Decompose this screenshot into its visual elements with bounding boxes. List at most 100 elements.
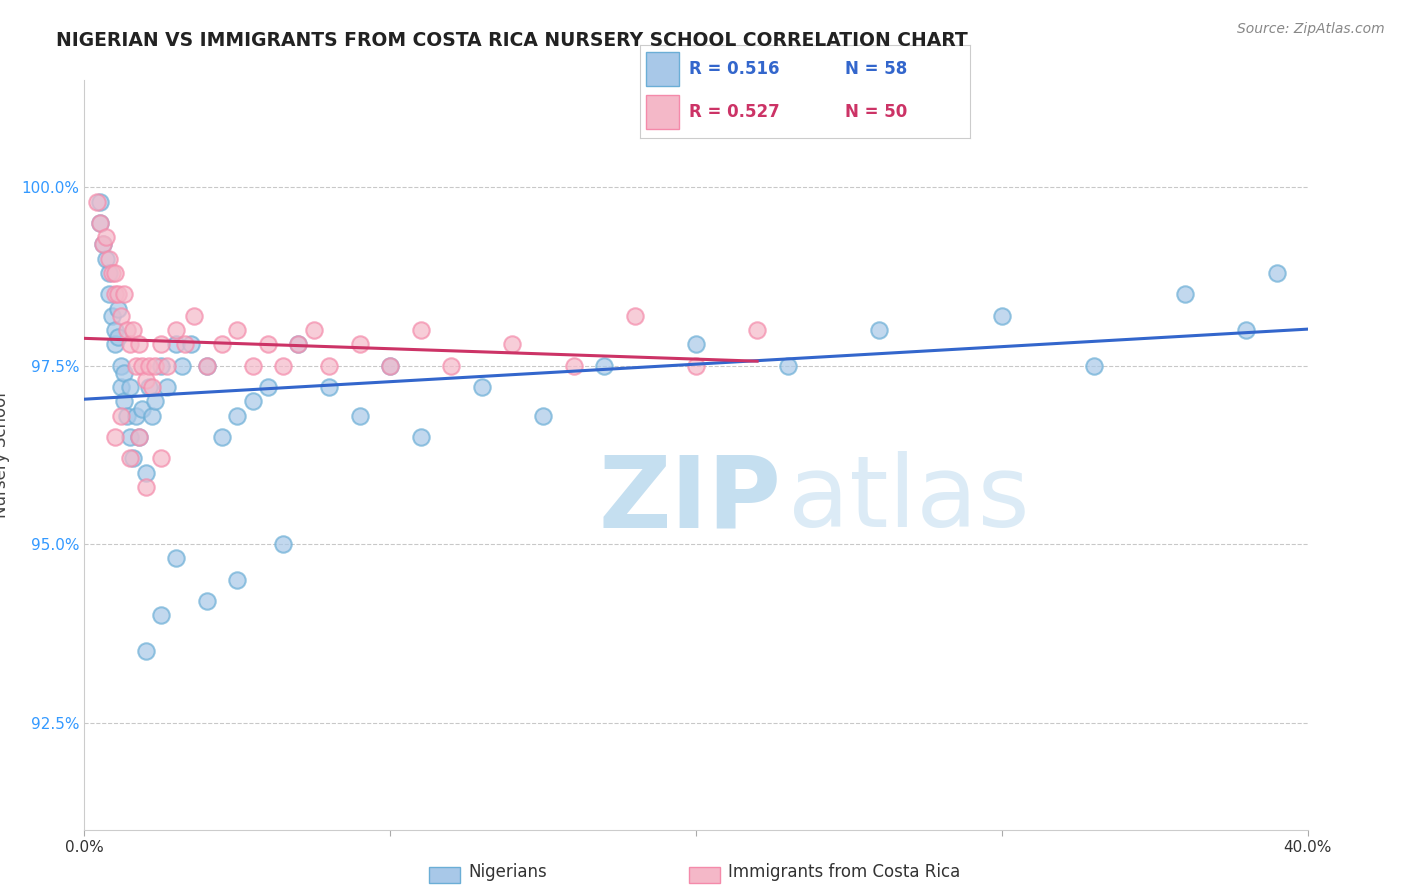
Point	[86, 194, 108, 209]
Point	[101, 309, 124, 323]
Point	[143, 359, 166, 373]
Point	[115, 409, 138, 423]
Point	[409, 323, 432, 337]
Point	[128, 430, 150, 444]
Point	[115, 323, 138, 337]
Text: atlas: atlas	[787, 451, 1029, 549]
Point	[104, 337, 127, 351]
Point	[287, 337, 309, 351]
Text: R = 0.527: R = 0.527	[689, 103, 780, 121]
Point	[747, 323, 769, 337]
Point	[135, 466, 157, 480]
Point	[562, 359, 585, 373]
Point	[174, 337, 197, 351]
Point	[502, 337, 524, 351]
Point	[211, 337, 233, 351]
Point	[991, 309, 1014, 323]
Point	[318, 380, 340, 394]
Point	[107, 330, 129, 344]
Point	[195, 594, 218, 608]
Point	[180, 337, 202, 351]
Point	[165, 323, 187, 337]
Text: N = 58: N = 58	[845, 60, 907, 78]
Point	[156, 359, 179, 373]
Point	[149, 451, 172, 466]
Point	[135, 373, 157, 387]
Point	[122, 451, 145, 466]
Point	[195, 359, 218, 373]
Point	[172, 359, 194, 373]
Point	[138, 359, 160, 373]
Point	[149, 337, 172, 351]
Point	[104, 287, 127, 301]
Point	[112, 366, 135, 380]
Point	[120, 337, 142, 351]
Point	[97, 287, 120, 301]
Point	[531, 409, 554, 423]
Point	[409, 430, 432, 444]
Point	[149, 359, 172, 373]
Point	[593, 359, 616, 373]
Point	[349, 409, 371, 423]
Point	[122, 323, 145, 337]
Point	[131, 401, 153, 416]
Point	[89, 216, 111, 230]
Point	[318, 359, 340, 373]
Point	[143, 394, 166, 409]
Point	[89, 194, 111, 209]
Point	[112, 394, 135, 409]
Point	[104, 430, 127, 444]
Point	[226, 323, 249, 337]
Point	[380, 359, 402, 373]
Point	[125, 359, 148, 373]
Point	[138, 380, 160, 394]
Point	[1083, 359, 1105, 373]
Point	[135, 480, 157, 494]
Point	[101, 266, 124, 280]
Point	[165, 551, 187, 566]
Point	[226, 409, 249, 423]
Point	[120, 430, 142, 444]
Point	[257, 380, 280, 394]
Point	[107, 287, 129, 301]
Point	[135, 644, 157, 658]
Point	[112, 287, 135, 301]
Point	[380, 359, 402, 373]
Point	[104, 266, 127, 280]
Point	[271, 359, 294, 373]
Point	[141, 380, 163, 394]
Point	[110, 309, 132, 323]
Point	[195, 359, 218, 373]
Y-axis label: Nursery School: Nursery School	[0, 392, 10, 518]
Point	[226, 573, 249, 587]
Point	[128, 430, 150, 444]
Point	[211, 430, 233, 444]
Point	[869, 323, 891, 337]
Point	[271, 537, 294, 551]
Point	[131, 359, 153, 373]
Point	[242, 394, 264, 409]
Point	[89, 216, 111, 230]
Point	[242, 359, 264, 373]
Text: Nigerians: Nigerians	[468, 863, 547, 881]
Text: ZIP: ZIP	[598, 451, 780, 549]
Text: Immigrants from Costa Rica: Immigrants from Costa Rica	[728, 863, 960, 881]
Point	[624, 309, 647, 323]
Point	[257, 337, 280, 351]
Point	[94, 230, 117, 244]
Point	[471, 380, 494, 394]
Point	[104, 323, 127, 337]
Point	[125, 409, 148, 423]
Text: N = 50: N = 50	[845, 103, 907, 121]
Point	[97, 252, 120, 266]
Point	[1236, 323, 1258, 337]
Text: NIGERIAN VS IMMIGRANTS FROM COSTA RICA NURSERY SCHOOL CORRELATION CHART: NIGERIAN VS IMMIGRANTS FROM COSTA RICA N…	[56, 31, 967, 50]
Point	[349, 337, 371, 351]
Point	[110, 380, 132, 394]
Point	[128, 337, 150, 351]
Point	[149, 608, 172, 623]
Point	[94, 252, 117, 266]
Point	[91, 237, 114, 252]
Bar	[647, 52, 679, 86]
Point	[685, 359, 707, 373]
